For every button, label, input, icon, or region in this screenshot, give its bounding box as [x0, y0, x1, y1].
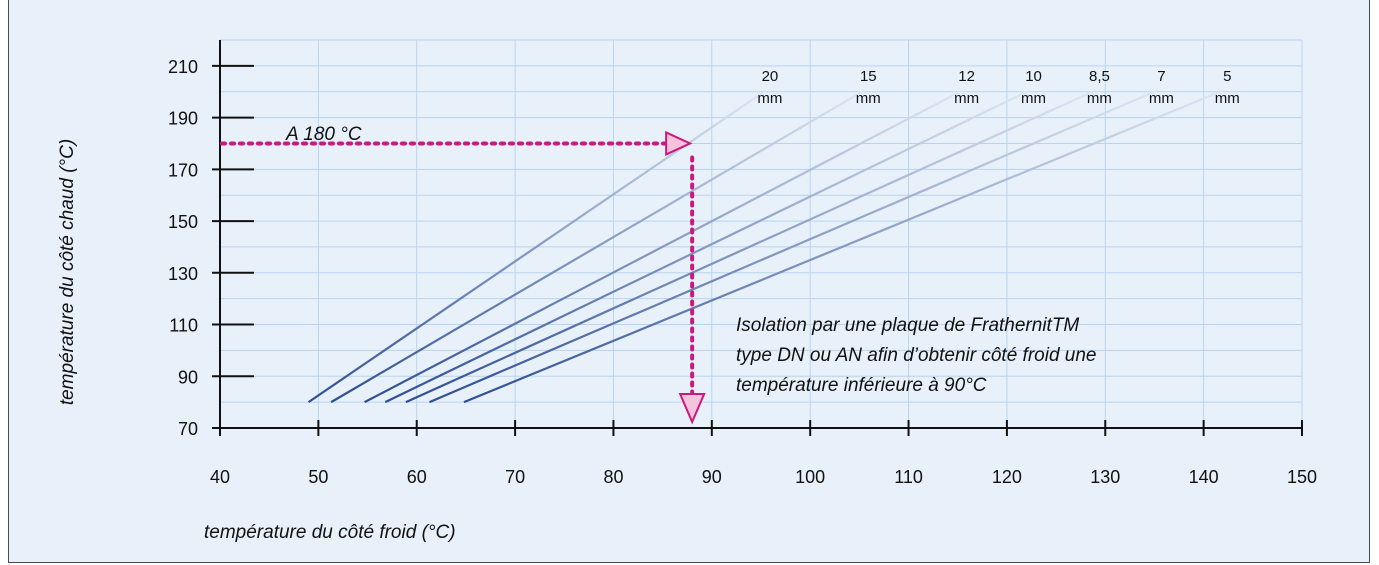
- series-line: [429, 89, 1158, 404]
- series-label-unit: mm: [954, 90, 979, 107]
- series-line: [330, 89, 865, 404]
- x-tick-label: 50: [308, 467, 328, 487]
- series-label-unit: mm: [1149, 90, 1174, 107]
- x-tick-label: 100: [795, 467, 825, 487]
- reading-marker: [220, 130, 706, 425]
- annotation-line-1: Isolation par une plaque de FrathernitTM: [736, 315, 1079, 336]
- series-line: [463, 89, 1224, 404]
- y-tick-label: 170: [168, 160, 198, 180]
- chart-frame: [8, 0, 1370, 563]
- series-label-value: 15: [860, 68, 877, 85]
- series-label-unit: mm: [757, 90, 782, 107]
- x-tick-label: 80: [603, 467, 623, 487]
- series-label-value: 12: [958, 68, 975, 85]
- series-label-unit: mm: [1087, 90, 1112, 107]
- y-tick-label: 190: [168, 109, 198, 129]
- series-label-unit: mm: [1021, 90, 1046, 107]
- series-label-unit: mm: [856, 90, 881, 107]
- series-label-value: 7: [1157, 68, 1165, 85]
- y-tick-label: 130: [168, 264, 198, 284]
- annotation-line-3: température inférieure à 90°C: [736, 375, 987, 396]
- series-label-value: 20: [762, 68, 779, 85]
- y-tick-label: 90: [178, 367, 198, 387]
- x-tick-label: 110: [894, 467, 923, 487]
- x-tick-label: 150: [1287, 467, 1317, 487]
- arrow-down-icon: [678, 393, 706, 425]
- y-axis-title: température du côté chaud (°C): [57, 139, 78, 405]
- axes: 40 50 60 70 80 90 100 110 120 130 140 150 70 90 110 130…: [168, 40, 1317, 487]
- reading-label: A 180 °C: [285, 124, 362, 145]
- series-label-value: 5: [1223, 68, 1231, 85]
- series-label-unit: mm: [1215, 90, 1240, 107]
- series-label-value: 8,5: [1089, 68, 1110, 85]
- y-tick-label: 70: [178, 419, 198, 439]
- annotation-line-2: type DN ou AN afin d’obtenir côté froid …: [736, 345, 1097, 366]
- series-label-value: 10: [1025, 68, 1042, 85]
- x-tick-label: 130: [1090, 467, 1120, 487]
- series-lines: 20 mm 15 mm 12 mm 10 mm 8,5 mm 7 mm 5 mm: [307, 68, 1240, 404]
- series-line: [405, 89, 1096, 404]
- y-tick-label: 210: [168, 57, 198, 77]
- x-tick-label: 60: [407, 467, 427, 487]
- arrow-right-icon: [665, 130, 693, 157]
- series-line: [384, 89, 1031, 404]
- x-tick-label: 120: [992, 467, 1022, 487]
- x-axis-title: température du côté froid (°C): [204, 522, 456, 543]
- x-tick-label: 90: [702, 467, 722, 487]
- x-tick-label: 140: [1189, 467, 1219, 487]
- x-tick-label: 70: [505, 467, 525, 487]
- x-tick-label: 40: [210, 467, 230, 487]
- y-tick-label: 110: [169, 316, 198, 336]
- y-tick-label: 150: [168, 212, 198, 232]
- series-line: [364, 89, 964, 404]
